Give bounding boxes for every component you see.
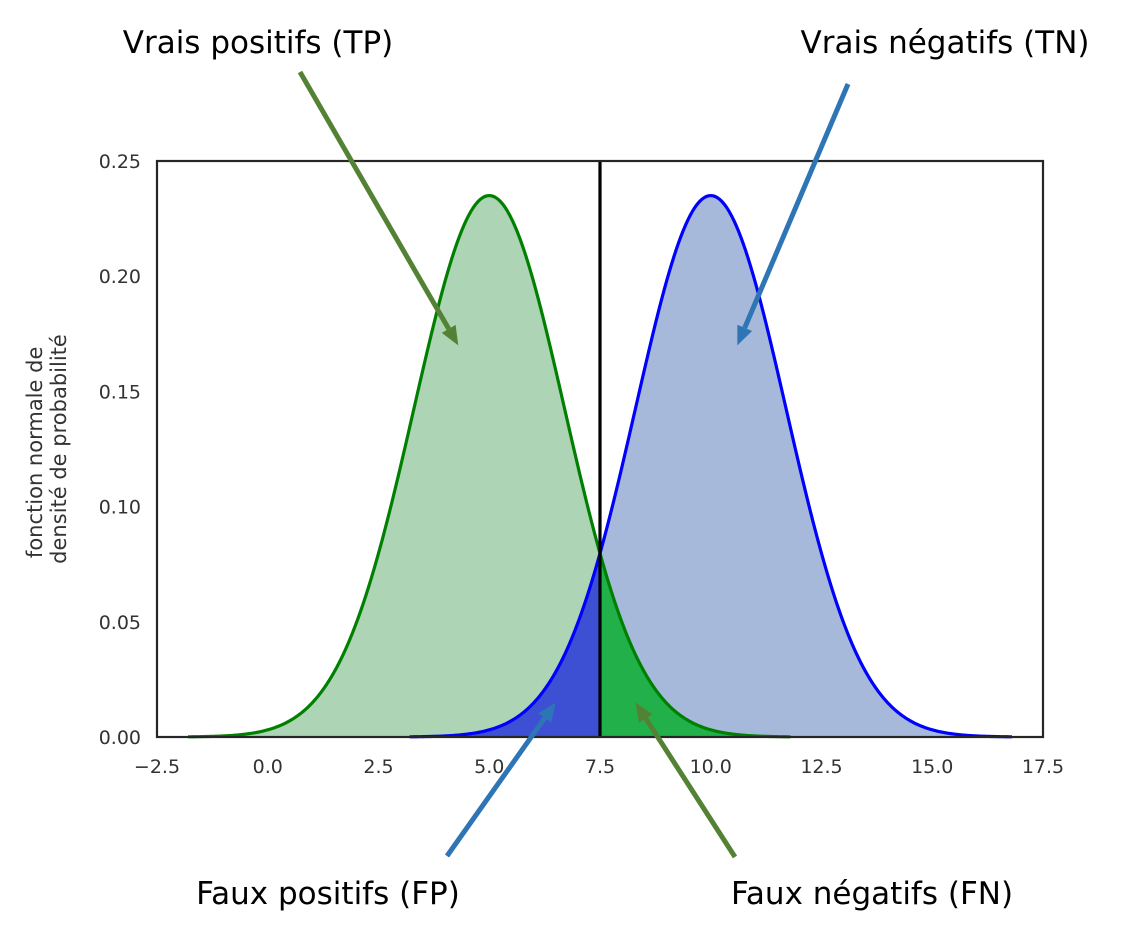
false-positive-region	[409, 553, 600, 737]
tn-label: Vrais négatifs (TN)	[801, 25, 1090, 61]
positive-density-curve	[187, 193, 791, 739]
false-negative-region	[600, 553, 791, 737]
x-tick-label: 15.0	[911, 756, 953, 778]
fn-arrow-head	[635, 702, 653, 723]
negative-density-curve	[409, 193, 1013, 739]
plot-border	[155, 159, 1045, 739]
x-tick-label: 12.5	[800, 756, 842, 778]
x-tick-label: 7.5	[585, 756, 615, 778]
fp-arrow-line	[444, 716, 547, 858]
y-tick-label: 0.00	[99, 727, 141, 749]
y-axis-label-line-1: fonction normale de	[23, 347, 47, 558]
y-axis-label: fonction normale de densité de probabili…	[23, 334, 71, 564]
y-tick-label: 0.20	[99, 266, 141, 288]
tn-arrow-head	[737, 324, 753, 346]
x-tick-label: 2.5	[363, 756, 393, 778]
fp-label: Faux positifs (FP)	[196, 876, 460, 912]
plot-frame	[155, 159, 1045, 739]
tp-arrow-head	[441, 324, 459, 346]
x-tick-label: 10.0	[690, 756, 732, 778]
x-tick-label: 17.5	[1022, 756, 1064, 778]
tp-arrow-line	[297, 70, 451, 331]
x-axis-ticks: −2.5 0.0 2.5 5.0 7.5 10.0 12.5 15.0 17.5	[134, 756, 1064, 778]
density-fills	[188, 195, 1012, 737]
y-tick-label: 0.10	[99, 497, 141, 519]
density-curves	[187, 193, 1013, 739]
x-tick-label: −2.5	[134, 756, 180, 778]
x-tick-label: 0.0	[253, 756, 283, 778]
positive-distribution-fill	[188, 195, 791, 737]
y-tick-label: 0.15	[99, 381, 141, 403]
x-tick-label: 5.0	[474, 756, 504, 778]
y-axis-label-line-2: densité de probabilité	[47, 334, 71, 564]
fn-label: Faux négatifs (FN)	[731, 876, 1013, 912]
y-tick-label: 0.05	[99, 612, 141, 634]
fp-arrow-head	[538, 702, 556, 723]
y-axis-ticks: 0.00 0.05 0.10 0.15 0.20 0.25	[99, 151, 141, 749]
negative-distribution-fill	[409, 195, 1012, 737]
tp-label: Vrais positifs (TP)	[123, 25, 393, 61]
annotations: Vrais positifs (TP) Vrais négatifs (TN) Fa…	[123, 25, 1090, 912]
y-tick-label: 0.25	[99, 151, 141, 173]
tn-arrow-line	[742, 83, 851, 329]
fn-arrow-line	[643, 717, 738, 859]
